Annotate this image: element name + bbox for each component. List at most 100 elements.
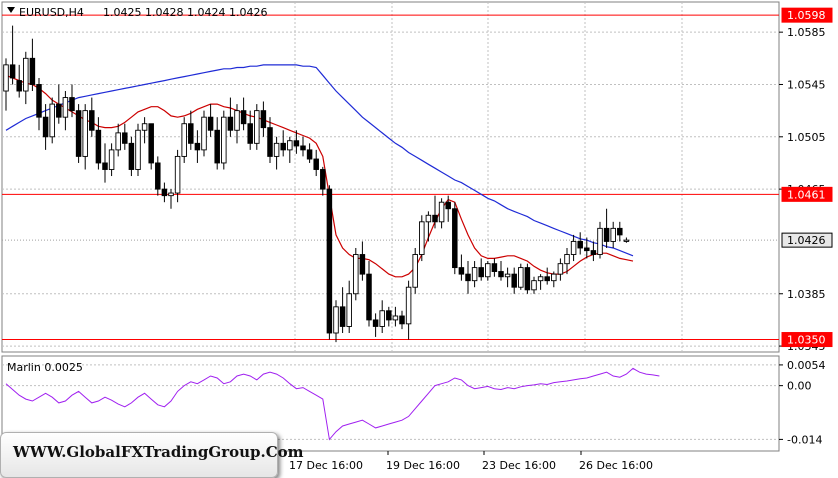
candle-body xyxy=(458,267,465,275)
candle xyxy=(56,84,62,124)
candle-body xyxy=(471,267,478,282)
candle xyxy=(214,117,220,170)
price-tick-label: 1.0585 xyxy=(787,26,826,39)
candle xyxy=(359,241,366,281)
indicator-title: Marlin 0.0025 xyxy=(7,361,83,374)
ma-fast-line xyxy=(5,74,634,278)
candle xyxy=(452,202,458,275)
candle-body xyxy=(353,254,359,295)
candle xyxy=(161,182,168,203)
time-label: 23 Dec 16:00 xyxy=(482,459,556,472)
candle-body xyxy=(227,116,234,131)
candle xyxy=(16,64,22,98)
candle xyxy=(353,247,359,301)
candle xyxy=(610,221,616,248)
candle-body xyxy=(372,319,379,327)
candle-body xyxy=(214,129,220,164)
candle-body xyxy=(386,310,392,321)
candle-body xyxy=(597,227,603,255)
candle-body xyxy=(122,132,128,144)
candle-body xyxy=(287,140,293,151)
candle xyxy=(392,306,399,327)
candle-body xyxy=(254,110,260,144)
candle xyxy=(623,237,630,243)
moving-averages xyxy=(5,64,634,278)
candle xyxy=(597,221,603,259)
candle-body xyxy=(174,155,181,194)
candle-body xyxy=(326,188,333,334)
main-chart-frame xyxy=(1,1,780,353)
candle-body xyxy=(405,286,412,325)
candle xyxy=(617,221,623,242)
candle xyxy=(504,267,511,288)
watermark-banner: WWW.GlobalFXTradingGroup.Com xyxy=(0,432,304,478)
candle-body xyxy=(537,276,544,282)
candle xyxy=(254,104,260,150)
candle xyxy=(458,254,465,281)
candle-body xyxy=(89,110,95,131)
candle xyxy=(346,280,352,333)
candle xyxy=(62,91,69,131)
candle xyxy=(89,97,95,137)
price-tick-label: 1.0545 xyxy=(787,78,826,91)
candle-body xyxy=(306,149,313,160)
candle xyxy=(320,166,326,196)
price-tag-label: 1.0350 xyxy=(787,334,826,347)
candle-body xyxy=(23,57,29,92)
price-tag-box xyxy=(781,332,833,348)
candle xyxy=(260,101,267,137)
candle xyxy=(432,195,438,229)
candle xyxy=(405,280,412,340)
candle xyxy=(603,208,610,248)
candle-body xyxy=(511,273,517,288)
price-tag: 1.0461 xyxy=(781,186,833,202)
candle xyxy=(9,25,16,85)
candle xyxy=(115,123,121,157)
candle xyxy=(128,136,135,177)
candle-body xyxy=(102,162,108,170)
time-label: 19 Dec 16:00 xyxy=(386,459,460,472)
candle-body xyxy=(419,221,425,255)
candle xyxy=(551,271,557,288)
candle xyxy=(531,276,537,294)
candle xyxy=(425,211,432,242)
candle-body xyxy=(95,129,102,164)
candle-body xyxy=(49,103,55,138)
candle-body xyxy=(379,310,385,327)
candle xyxy=(42,104,49,150)
candle-body xyxy=(29,57,36,85)
candle xyxy=(465,261,471,294)
candle-body xyxy=(504,273,511,278)
candle-body xyxy=(313,158,319,170)
candle xyxy=(445,195,451,222)
candle xyxy=(3,58,9,111)
candle xyxy=(478,258,484,281)
candle-body xyxy=(141,123,148,131)
time-label: 17 Dec 16:00 xyxy=(289,459,363,472)
candle-body xyxy=(452,208,458,269)
candle xyxy=(221,110,227,170)
candle-body xyxy=(75,110,82,157)
candle xyxy=(141,117,148,144)
price-tag-label: 1.0598 xyxy=(787,9,826,22)
candle-body xyxy=(577,240,583,249)
candle-body xyxy=(181,123,187,157)
candle-body xyxy=(148,123,154,164)
candle xyxy=(267,117,273,163)
candle-body xyxy=(392,315,399,321)
candle xyxy=(108,143,115,177)
candle xyxy=(419,215,425,262)
candle xyxy=(511,267,517,294)
candle xyxy=(29,38,36,92)
indicator-tick-label: 0.00 xyxy=(787,380,812,393)
candle-body xyxy=(603,227,610,242)
candle-body xyxy=(168,192,174,197)
candle-body xyxy=(617,227,623,236)
ma-slow-line xyxy=(5,64,634,257)
price-tags: 1.0598 1.0461 1.0426 1.0350 xyxy=(781,7,833,348)
dropdown-arrow-icon[interactable] xyxy=(7,7,15,13)
candle-body xyxy=(564,254,570,265)
candle xyxy=(498,261,504,281)
candle-body xyxy=(16,80,22,92)
